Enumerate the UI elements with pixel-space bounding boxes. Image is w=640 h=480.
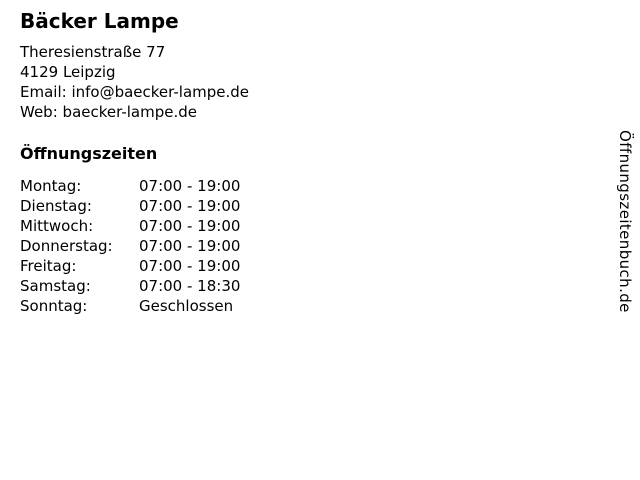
watermark-vertical-site-name: Öffnungszeitenbuch.de xyxy=(616,130,634,313)
hours-day-label: Mittwoch: xyxy=(20,217,94,235)
hours-row-friday: Freitag: 07:00 - 19:00 xyxy=(20,256,640,276)
hours-day-label: Montag: xyxy=(20,177,82,195)
web-line: Web: baecker-lampe.de xyxy=(20,102,640,122)
address-block: Theresienstraße 77 4129 Leipzig Email: i… xyxy=(20,42,640,122)
hours-day-label: Dienstag: xyxy=(20,197,92,215)
opening-hours-table: Montag: 07:00 - 19:00 Dienstag: 07:00 - … xyxy=(20,176,640,316)
hours-row-monday: Montag: 07:00 - 19:00 xyxy=(20,176,640,196)
hours-day-label: Freitag: xyxy=(20,257,77,275)
opening-hours-heading: Öffnungszeiten xyxy=(20,144,158,163)
hours-time-value: 07:00 - 19:00 xyxy=(139,237,241,255)
address-street: Theresienstraße 77 xyxy=(20,43,166,61)
hours-time-value: 07:00 - 19:00 xyxy=(139,197,241,215)
hours-row-saturday: Samstag: 07:00 - 18:30 xyxy=(20,276,640,296)
address-city: 4129 Leipzig xyxy=(20,63,116,81)
hours-day-label: Sonntag: xyxy=(20,297,88,315)
hours-time-value: 07:00 - 19:00 xyxy=(139,217,241,235)
email-value: info@baecker-lampe.de xyxy=(71,83,250,101)
hours-row-thursday: Donnerstag: 07:00 - 19:00 xyxy=(20,236,640,256)
hours-day-label: Samstag: xyxy=(20,277,91,295)
business-listing-page: Bäcker Lampe Theresienstraße 77 4129 Lei… xyxy=(20,9,640,316)
email-label: Email: xyxy=(20,83,67,101)
business-name-title: Bäcker Lampe xyxy=(20,9,179,33)
hours-time-value: Geschlossen xyxy=(139,297,234,315)
hours-row-wednesday: Mittwoch: 07:00 - 19:00 xyxy=(20,216,640,236)
hours-day-label: Donnerstag: xyxy=(20,237,113,255)
hours-time-value: 07:00 - 19:00 xyxy=(139,177,241,195)
web-label: Web: xyxy=(20,103,58,121)
hours-row-sunday: Sonntag: Geschlossen xyxy=(20,296,640,316)
hours-time-value: 07:00 - 19:00 xyxy=(139,257,241,275)
hours-time-value: 07:00 - 18:30 xyxy=(139,277,241,295)
email-line: Email: info@baecker-lampe.de xyxy=(20,82,640,102)
hours-row-tuesday: Dienstag: 07:00 - 19:00 xyxy=(20,196,640,216)
web-value: baecker-lampe.de xyxy=(62,103,197,121)
